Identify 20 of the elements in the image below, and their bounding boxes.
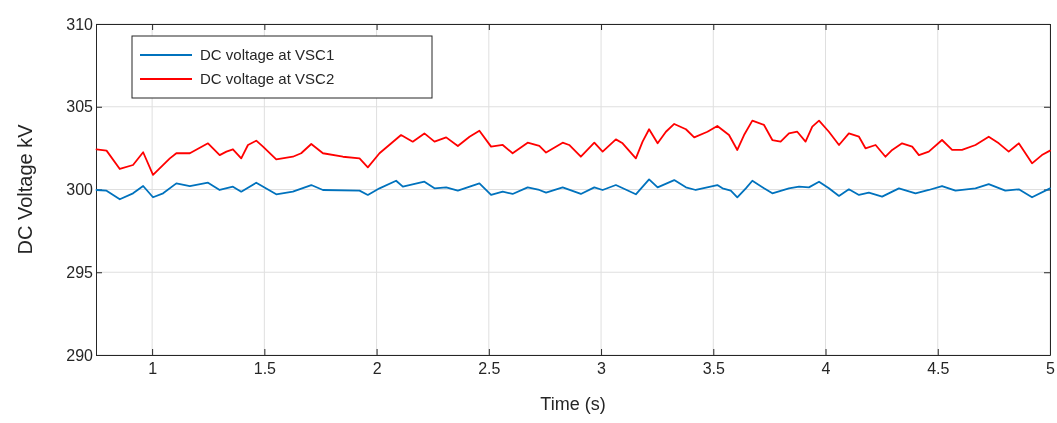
y-tick-label: 300	[66, 181, 94, 199]
legend-label: DC voltage at VSC2	[200, 70, 335, 87]
x-axis-title: Time (s)	[540, 394, 606, 414]
legend-label: DC voltage at VSC1	[200, 46, 335, 63]
x-tick-label: 1	[148, 360, 158, 377]
x-tick-label: 2.5	[478, 360, 501, 377]
x-tick-label: 3.5	[702, 360, 726, 377]
x-tick-label: 2	[372, 360, 382, 377]
x-tick-label: 5	[1046, 360, 1056, 377]
x-tick-label: 1.5	[253, 360, 277, 377]
y-axis-title: DC Voltage kV	[14, 123, 36, 255]
y-tick-label: 305	[66, 98, 94, 116]
line-series	[95, 119, 1051, 176]
line-series	[95, 178, 1051, 201]
y-tick-label: 290	[66, 346, 94, 364]
x-tick-label: 3	[597, 360, 607, 377]
y-tick-label: 295	[66, 263, 94, 281]
x-tick-label: 4	[821, 360, 831, 377]
x-tick-label: 4.5	[927, 360, 950, 377]
y-tick-label: 310	[66, 15, 94, 33]
